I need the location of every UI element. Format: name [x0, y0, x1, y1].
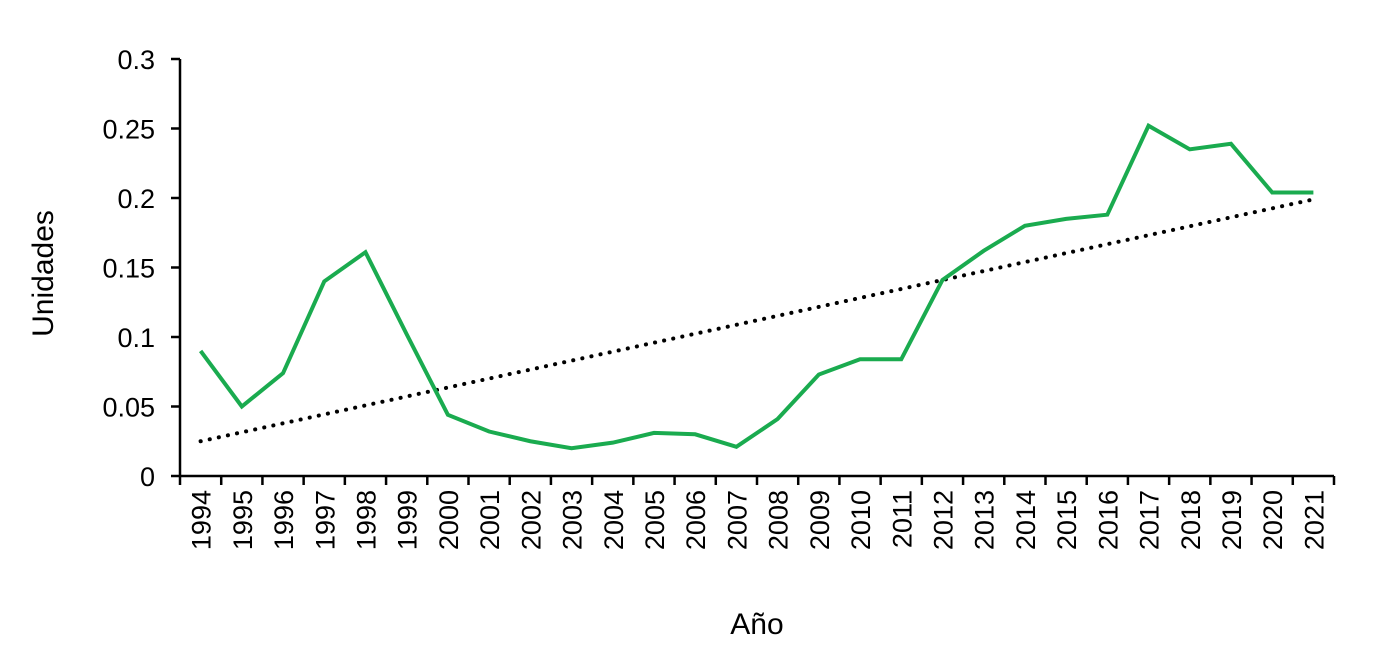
y-tick-label: 0.3 [117, 45, 155, 75]
data-point [487, 430, 491, 434]
data-point [281, 371, 285, 375]
x-axis: 1994 1995 1996 1997 1998 1999 2000 2001 2002 2003… [178, 474, 1336, 550]
data-point [611, 441, 615, 445]
x-tick-label: 2016 [1093, 490, 1123, 550]
x-tick-label: 1994 [187, 490, 217, 550]
x-tick-label: 2002 [516, 490, 546, 550]
x-tick-label: 1998 [351, 490, 381, 550]
x-tick-label: 2005 [640, 490, 670, 550]
data-point [1270, 190, 1274, 194]
x-tick-label: 2019 [1217, 490, 1247, 550]
x-tick-label: 1996 [269, 490, 299, 550]
x-tick-label: 2008 [764, 490, 794, 550]
x-tick-label: 2003 [558, 490, 588, 550]
x-axis-title: Año [730, 608, 783, 641]
data-point [940, 278, 944, 282]
y-tick-label: 0.1 [117, 323, 155, 353]
x-tick-label: 2004 [599, 490, 629, 550]
data-point [899, 357, 903, 361]
data-point [322, 279, 326, 283]
data-point [1064, 217, 1068, 221]
x-tick-label: 2018 [1176, 490, 1206, 550]
trendline [198, 197, 1316, 444]
series-line [199, 122, 1314, 451]
data-point [1188, 147, 1192, 151]
data-point [734, 445, 738, 449]
x-tick-label: 2011 [887, 490, 917, 548]
data-point [693, 432, 697, 436]
y-tick-label: 0.15 [102, 254, 155, 284]
data-point [652, 431, 656, 435]
plot-area [198, 122, 1316, 451]
y-tick-label: 0 [140, 462, 155, 492]
data-point [528, 439, 532, 443]
x-tick-label: 2013 [970, 490, 1000, 550]
data-point [446, 413, 450, 417]
data-point [858, 357, 862, 361]
x-tick-label: 2015 [1052, 490, 1082, 550]
y-tick-label: 0.05 [102, 393, 155, 423]
y-tick-label: 0.2 [117, 184, 155, 214]
x-tick-label: 1995 [228, 490, 258, 550]
x-tick-label: 2009 [805, 490, 835, 550]
data-point [199, 349, 203, 353]
x-tick-label: 1999 [393, 490, 423, 550]
data-point [982, 249, 986, 253]
x-tick-label: 2014 [1011, 490, 1041, 550]
data-point [405, 332, 409, 336]
data-point [363, 250, 367, 254]
x-tick-label: 2007 [722, 490, 752, 550]
data-point [240, 405, 244, 409]
x-tick-label: 2010 [846, 490, 876, 550]
data-point [817, 373, 821, 377]
data-point [1311, 190, 1315, 194]
data-point [1023, 224, 1027, 228]
y-tick-label: 0.25 [102, 115, 155, 145]
data-point [776, 417, 780, 421]
y-axis: 0 0.05 0.1 0.15 0.2 0.25 0.3 [102, 45, 182, 492]
x-tick-label: 2021 [1299, 490, 1329, 550]
x-tick-label: 2012 [928, 490, 958, 550]
data-point [1105, 213, 1109, 217]
x-tick-label: 1997 [310, 490, 340, 550]
x-tick-label: 2017 [1135, 490, 1165, 550]
data-point [570, 446, 574, 450]
x-tick-label: 2000 [434, 490, 464, 550]
x-tick-label: 2006 [681, 490, 711, 550]
data-point [1229, 142, 1233, 146]
x-tick-label: 2001 [475, 490, 505, 550]
x-tick-label: 2020 [1258, 490, 1288, 550]
data-point [1147, 124, 1151, 128]
y-axis-title: Unidades [27, 210, 60, 337]
